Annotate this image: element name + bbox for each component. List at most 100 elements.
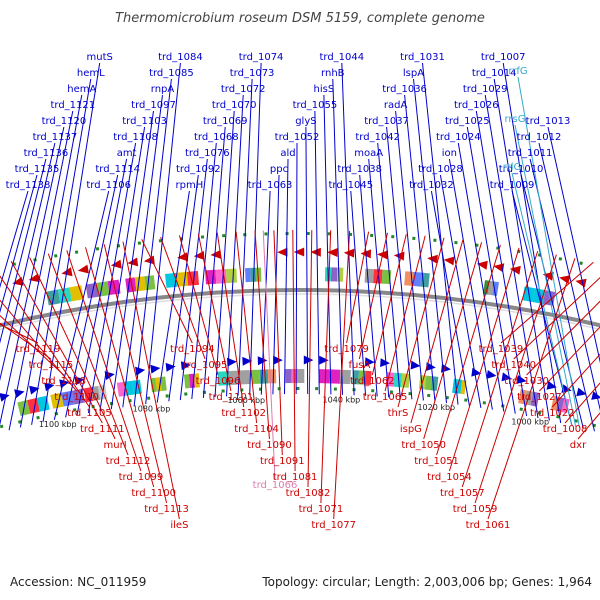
gene-leader-line	[551, 353, 600, 408]
forward-gene-arrow	[576, 387, 587, 397]
forward-gene-arrow	[380, 358, 390, 368]
tick-mark	[36, 415, 40, 420]
reverse-gene-label: trd_1110	[54, 392, 99, 403]
kbp-label: 1060 kbp	[227, 396, 265, 405]
gene-leader-line	[500, 261, 594, 344]
forward-gene-label: trd_1042	[355, 132, 400, 143]
forward-feature-tile	[460, 379, 467, 395]
forward-gene-label: trd_1063	[248, 180, 293, 191]
tick-mark	[12, 262, 17, 266]
reverse-gene-label: trd_1030	[504, 376, 549, 387]
forward-gene-label: trd_1007	[481, 52, 526, 63]
tick-mark	[537, 411, 542, 415]
forward-gene-arrow	[29, 385, 40, 395]
reverse-gene-arrow	[77, 264, 89, 274]
forward-gene-label: trd_1137	[33, 132, 78, 143]
forward-gene-label: trd_1084	[158, 52, 203, 63]
forward-gene-label: trd_1072	[221, 84, 266, 95]
gene-leader-line	[484, 94, 539, 419]
gene-leader-line	[423, 242, 483, 440]
kbp-label: 1080 kbp	[133, 404, 171, 413]
gene-leader-line	[436, 244, 501, 456]
gene-leader-line	[197, 233, 232, 392]
reverse-feature-tile	[85, 282, 99, 299]
forward-gene-label: trd_1013	[526, 116, 571, 127]
tick-mark	[18, 420, 22, 424]
forward-gene-label: trd_1045	[328, 180, 373, 191]
gene-leader-line	[0, 142, 56, 382]
reverse-gene-label: trd_1008	[543, 424, 588, 435]
gene-leader-line	[47, 253, 129, 456]
forward-gene-label: trd_1044	[319, 52, 364, 63]
gene-leader-line	[110, 110, 154, 410]
reverse-gene-label: trd_1057	[440, 488, 485, 499]
gene-leader-line	[514, 124, 577, 427]
reverse-gene-label: trd_1096	[196, 376, 241, 387]
forward-gene-label: trd_1136	[24, 148, 69, 159]
reverse-gene-label: trd_1065	[363, 392, 408, 403]
gene-leader-line	[273, 230, 283, 456]
gene-leader-line	[323, 94, 332, 395]
gene-leader-line	[0, 126, 65, 426]
gene-leader-line	[65, 174, 119, 418]
forward-feature-tile	[160, 376, 167, 391]
gene-leader-line	[249, 62, 262, 396]
reverse-gene-label: trd_1118	[41, 376, 86, 387]
forward-gene-label: trd_1120	[42, 116, 87, 127]
gene-leader-line	[410, 239, 464, 424]
gene-leader-line	[160, 237, 206, 360]
tick-mark	[519, 407, 523, 411]
gene-leader-line	[487, 258, 576, 520]
gene-leader-line	[502, 62, 562, 424]
gene-leader-line	[517, 76, 580, 428]
reverse-gene-arrow	[193, 251, 205, 260]
gene-leader-line	[358, 232, 388, 360]
gene-leader-line	[262, 230, 276, 480]
kbp-label: 1040 kbp	[323, 396, 361, 405]
gene-leader-line	[0, 158, 47, 344]
gene-leader-line	[359, 174, 378, 397]
gene-leader-line	[284, 158, 289, 395]
gene-leader-line	[520, 174, 584, 429]
gene-leader-line	[538, 142, 600, 412]
forward-gene-label: rnpA	[151, 84, 175, 95]
reverse-feature-tile	[337, 267, 344, 282]
forward-feature-tile	[150, 377, 157, 393]
forward-gene-label: trd_1012	[517, 132, 562, 143]
reverse-gene-label: trd_1113	[144, 504, 189, 515]
reverse-gene-label: trd_1102	[221, 408, 266, 419]
reverse-feature-tile	[215, 269, 227, 284]
forward-gene-arrow	[104, 371, 115, 381]
forward-gene-label: trd_1092	[176, 164, 221, 175]
forward-gene-arrow	[227, 357, 237, 367]
gene-leader-line	[202, 126, 226, 398]
forward-gene-label: trd_1070	[212, 100, 257, 111]
gene-leader-line	[439, 174, 482, 408]
gene-leader-line	[333, 230, 351, 520]
gene-leader-line	[307, 230, 313, 488]
gene-leader-line	[53, 190, 110, 420]
gene-leader-line	[226, 94, 244, 397]
forward-gene-label: trd_1031	[400, 52, 445, 63]
tick-mark	[72, 408, 77, 412]
gene-leader-line	[448, 247, 520, 472]
forward-feature-tile	[267, 369, 277, 384]
gene-leader-line	[156, 190, 190, 403]
reverse-feature-tile	[165, 272, 178, 288]
kbp-label: 1000 kbp	[511, 418, 549, 427]
forward-gene-arrow	[425, 362, 436, 371]
reverse-gene-label: trd_1040	[491, 360, 536, 371]
forward-feature-tile	[251, 369, 261, 384]
kbp-label: 1020 kbp	[417, 403, 455, 412]
forward-feature-tile	[339, 369, 351, 385]
gene-leader-line	[320, 230, 332, 504]
gene-leader-line	[0, 299, 77, 392]
gene-leader-line	[178, 235, 219, 376]
reverse-gene-label: trd_1051	[414, 456, 459, 467]
gene-leader-line	[422, 62, 459, 405]
reverse-gene-label: trd_1079	[324, 344, 369, 355]
forward-gene-label: moaA	[354, 148, 383, 159]
forward-gene-label: trd_1011	[508, 148, 553, 159]
gene-leader-line	[214, 110, 235, 398]
